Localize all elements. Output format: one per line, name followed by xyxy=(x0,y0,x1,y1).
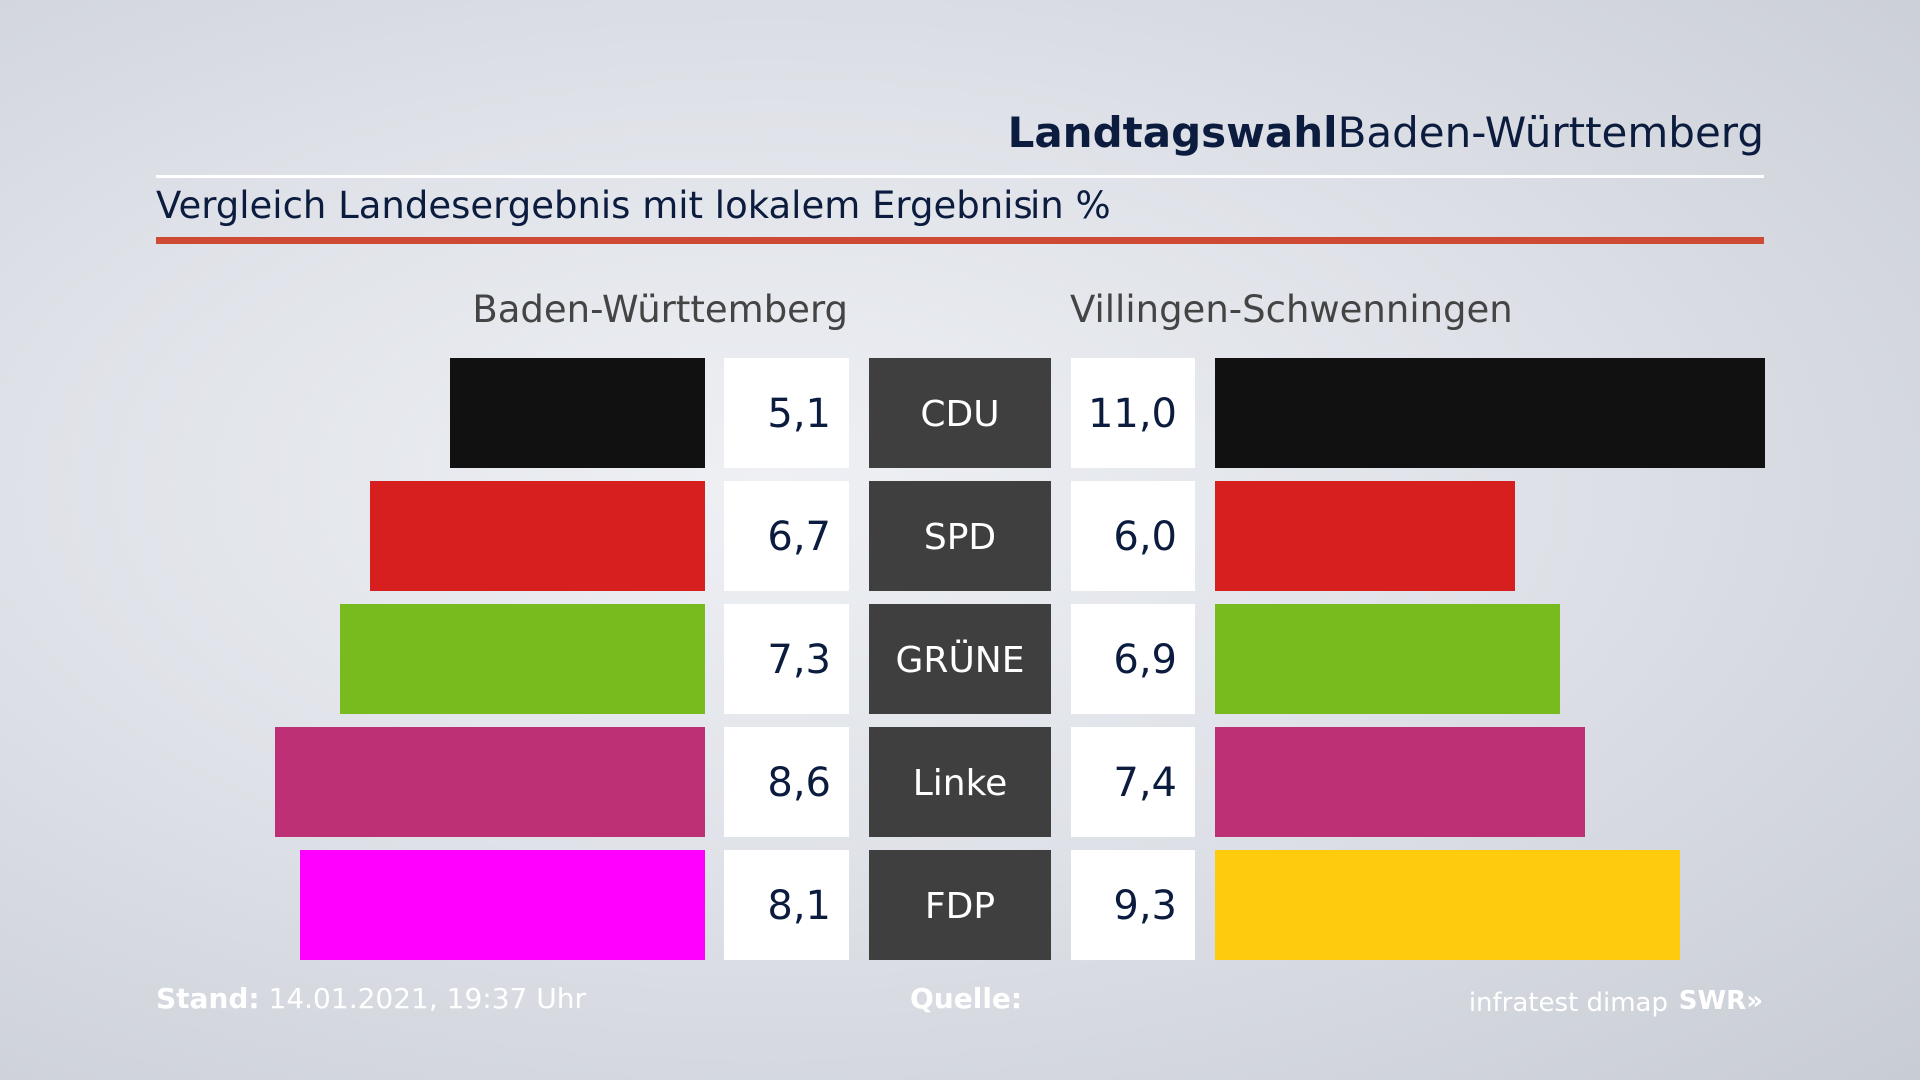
infratest-logo: infratest dimap xyxy=(1468,988,1668,1018)
value-right-grne: 6,9 xyxy=(1113,637,1177,683)
source-label: Quelle: xyxy=(910,982,1023,1015)
party-label-cdu: CDU xyxy=(920,394,999,435)
stand-label: Stand: xyxy=(156,982,260,1015)
value-box-left-linke xyxy=(724,727,849,837)
bar-left-linke xyxy=(275,727,705,837)
value-box-right-grne xyxy=(1071,604,1195,714)
title-strong: Landtagswahl xyxy=(1007,108,1338,157)
timestamp: Stand: 14.01.2021, 19:37 Uhr xyxy=(156,982,586,1015)
value-right-spd: 6,0 xyxy=(1113,514,1177,560)
party-label-spd: SPD xyxy=(924,517,996,558)
party-box-cdu xyxy=(869,358,1051,468)
value-right-linke: 7,4 xyxy=(1113,760,1177,806)
bar-left-fdp xyxy=(300,850,705,960)
swr-logo: SWR» xyxy=(1678,986,1763,1016)
party-box-grne xyxy=(869,604,1051,714)
party-box-fdp xyxy=(869,850,1051,960)
header-divider xyxy=(156,175,1764,178)
value-left-grne: 7,3 xyxy=(767,637,831,683)
bar-left-grne xyxy=(340,604,705,714)
left-series-heading: Baden-Württemberg xyxy=(472,288,848,331)
value-box-left-fdp xyxy=(724,850,849,960)
value-right-cdu: 11,0 xyxy=(1088,391,1177,437)
party-box-linke xyxy=(869,727,1051,837)
bar-right-cdu xyxy=(1215,358,1765,468)
value-right-fdp: 9,3 xyxy=(1113,883,1177,929)
accent-divider xyxy=(156,237,1764,244)
value-box-left-spd xyxy=(724,481,849,591)
bar-left-cdu xyxy=(450,358,705,468)
bar-right-spd xyxy=(1215,481,1515,591)
unit-label: in % xyxy=(1030,184,1111,227)
bar-right-fdp xyxy=(1215,850,1680,960)
value-left-linke: 8,6 xyxy=(767,760,831,806)
bar-right-linke xyxy=(1215,727,1585,837)
party-box-spd xyxy=(869,481,1051,591)
page-title: LandtagswahlBaden-Württemberg xyxy=(1008,108,1764,157)
value-box-right-linke xyxy=(1071,727,1195,837)
bar-left-spd xyxy=(370,481,705,591)
bar-right-grne xyxy=(1215,604,1560,714)
value-box-left-cdu xyxy=(724,358,849,468)
value-box-right-spd xyxy=(1071,481,1195,591)
value-left-cdu: 5,1 xyxy=(767,391,831,437)
value-box-right-fdp xyxy=(1071,850,1195,960)
party-label-linke: Linke xyxy=(913,763,1008,804)
value-box-right-cdu xyxy=(1071,358,1195,468)
party-label-fdp: FDP xyxy=(925,886,995,927)
party-label-grne: GRÜNE xyxy=(896,639,1025,681)
chart-subtitle: Vergleich Landesergebnis mit lokalem Erg… xyxy=(156,184,1033,227)
right-series-heading: Villingen-Schwenningen xyxy=(1070,288,1513,331)
value-box-left-grne xyxy=(724,604,849,714)
stand-value: 14.01.2021, 19:37 Uhr xyxy=(268,982,586,1015)
value-left-spd: 6,7 xyxy=(767,514,831,560)
value-left-fdp: 8,1 xyxy=(767,883,831,929)
title-region: Baden-Württemberg xyxy=(1337,108,1764,157)
